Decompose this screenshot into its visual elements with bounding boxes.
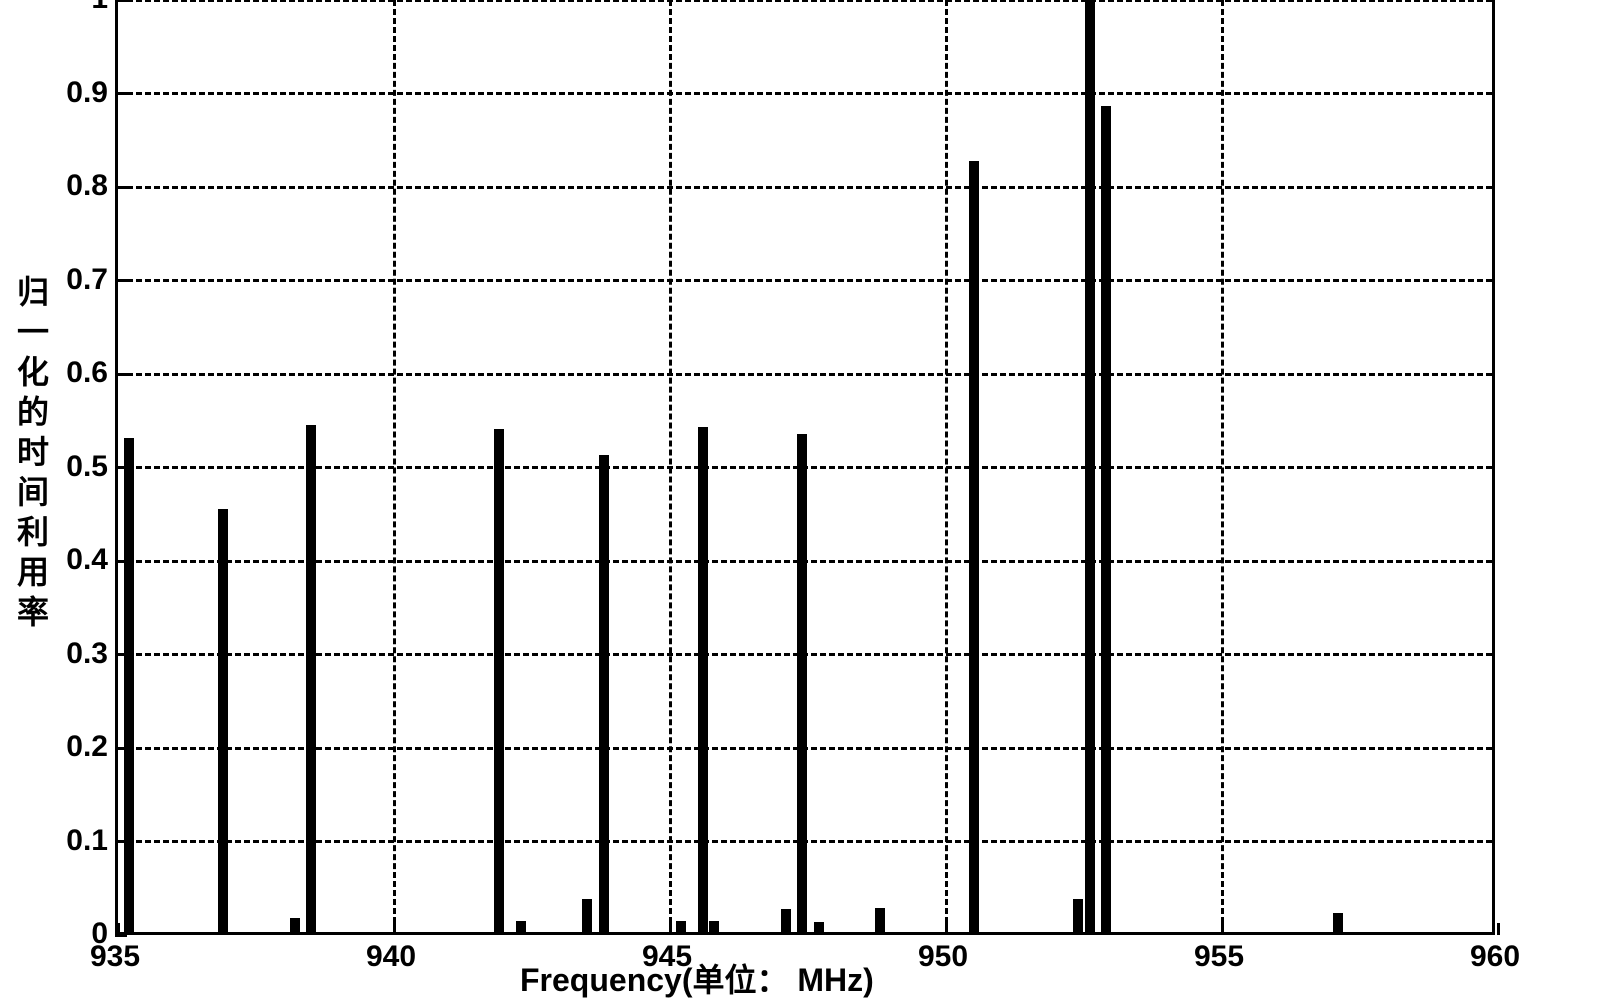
grid-line-vertical [669,0,672,932]
y-tick-label: 0.4 [66,543,108,577]
y-tick-label: 0.3 [66,637,108,671]
x-tick-mark [945,923,948,935]
x-tick-mark [117,923,120,935]
x-tick-label: 940 [366,940,416,974]
data-bar [218,509,228,932]
x-tick-mark [1497,923,1500,935]
grid-line-horizontal [118,0,1492,2]
y-tick-label: 0.6 [66,356,108,390]
data-bar [698,427,708,932]
grid-line-vertical [945,0,948,932]
data-bar [599,455,609,932]
y-tick-mark [115,0,127,2]
x-tick-label: 955 [1194,940,1244,974]
data-bar [290,918,300,932]
y-tick-mark [115,373,127,376]
data-bar [676,921,686,932]
y-axis-label: 归一化的时间利用率 [8,275,54,635]
grid-line-horizontal [118,279,1492,282]
y-tick-label: 0.5 [66,450,108,484]
x-tick-mark [1221,923,1224,935]
y-tick-mark [115,92,127,95]
x-tick-mark [669,923,672,935]
data-bar [1073,899,1083,932]
data-bar [1101,106,1111,932]
data-bar [781,909,791,932]
x-tick-label: 950 [918,940,968,974]
y-tick-label: 0.7 [66,263,108,297]
y-tick-label: 0.9 [66,76,108,110]
data-bar [124,438,134,932]
y-tick-label: 0.8 [66,169,108,203]
grid-line-horizontal [118,92,1492,95]
data-bar [814,922,824,932]
y-tick-label: 0.2 [66,730,108,764]
grid-line-horizontal [118,373,1492,376]
data-bar [969,161,979,932]
x-tick-label: 935 [90,940,140,974]
y-tick-mark [115,279,127,282]
grid-line-horizontal [118,186,1492,189]
data-bar [875,908,885,932]
data-bar [306,425,316,932]
plot-area [115,0,1495,935]
data-bar [797,434,807,932]
grid-line-vertical [393,0,396,932]
data-bar [1333,913,1343,932]
chart-container [115,0,1495,935]
y-tick-label: 0.1 [66,824,108,858]
x-axis-label: Frequency(单位： MHz) [520,955,874,1001]
data-bar [516,921,526,932]
y-tick-label: 1 [91,0,108,16]
x-tick-label: 960 [1470,940,1520,974]
data-bar [582,899,592,932]
data-bar [709,921,719,932]
data-bar [1085,0,1095,932]
grid-line-vertical [1221,0,1224,932]
x-tick-mark [393,923,396,935]
y-tick-mark [115,186,127,189]
x-tick-label: 945 [642,940,692,974]
data-bar [494,429,504,932]
